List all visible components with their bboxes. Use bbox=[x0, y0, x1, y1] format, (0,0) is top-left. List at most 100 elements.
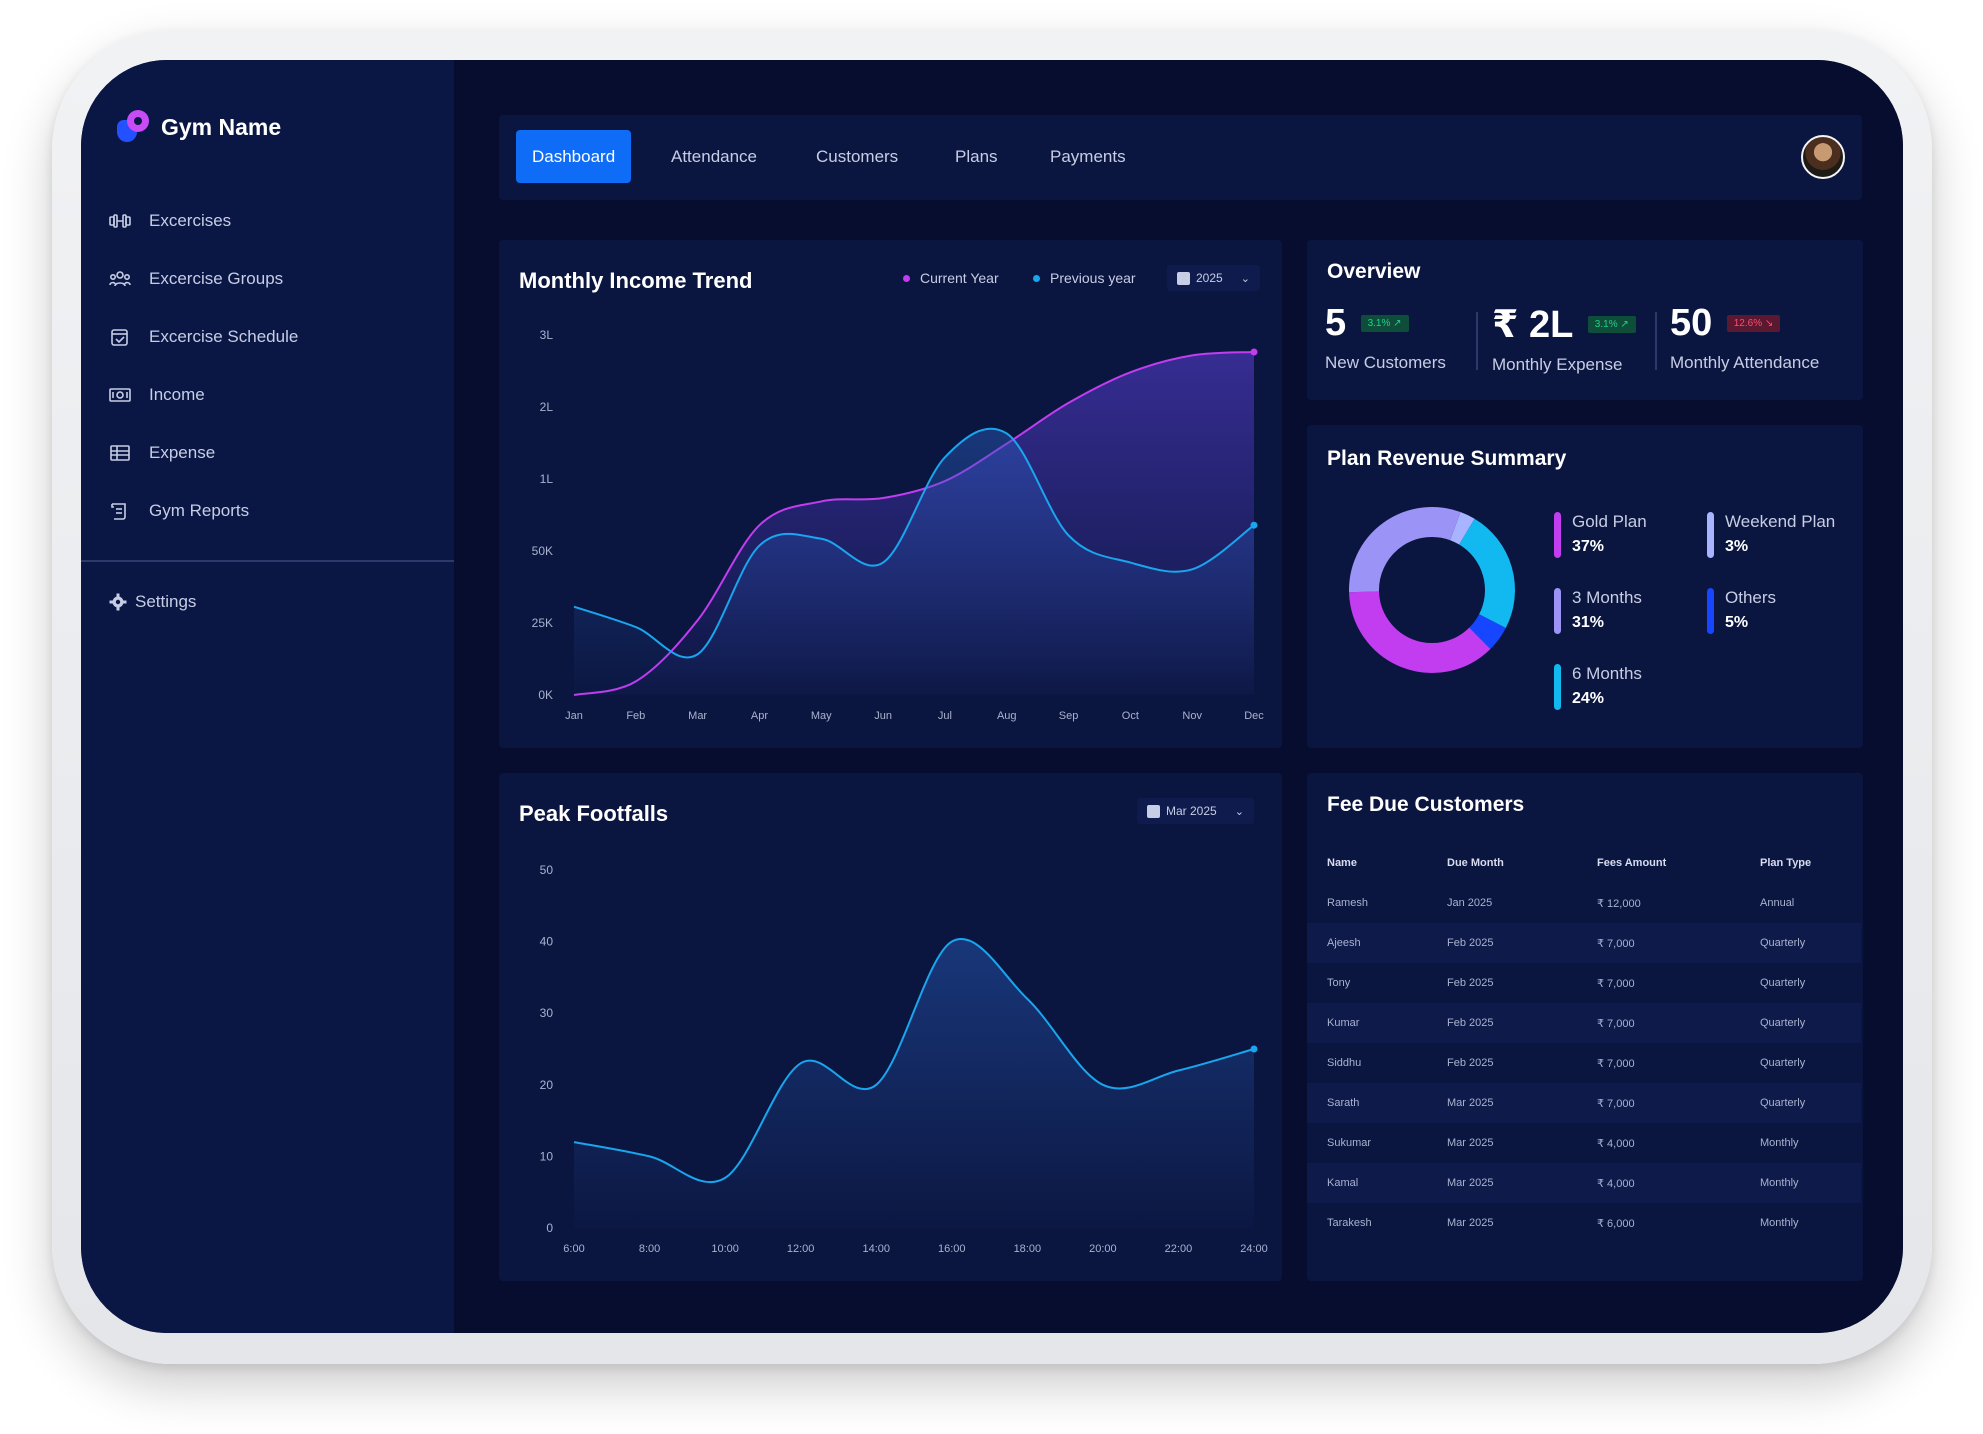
series-area bbox=[574, 428, 1254, 695]
stat-value: 50 bbox=[1670, 302, 1713, 344]
sidebar-item-gym-reports[interactable]: Gym Reports bbox=[109, 482, 298, 540]
donut-slice bbox=[1468, 613, 1506, 649]
table-row[interactable]: Tony Feb 2025 ₹ 7,000 Quarterly bbox=[1307, 963, 1861, 1003]
tab-attendance[interactable]: Attendance bbox=[671, 147, 758, 166]
sidebar-nav: Excercises Excercise Groups Excercise Sc… bbox=[109, 192, 298, 540]
table-header-row: Name Due Month Fees Amount Plan Type bbox=[1307, 843, 1861, 883]
table-row[interactable]: Tarakesh Mar 2025 ₹ 6,000 Monthly bbox=[1307, 1203, 1861, 1243]
year-select[interactable]: 2025 ⌄ bbox=[1167, 265, 1260, 291]
overview-card: Overview 5 3.1% ↗ New Customers ₹ 2L 3.1… bbox=[1307, 240, 1863, 400]
fee-due-title: Fee Due Customers bbox=[1327, 793, 1525, 816]
brand[interactable]: Gym Name bbox=[117, 110, 281, 144]
stat-value: 5 bbox=[1325, 302, 1347, 344]
avatar[interactable] bbox=[1801, 135, 1845, 179]
column-header: Due Month bbox=[1447, 857, 1504, 869]
sidebar-item-excercise-schedule[interactable]: Excercise Schedule bbox=[109, 308, 298, 366]
plan-color-bar bbox=[1707, 512, 1714, 558]
stat-label: Monthly Attendance bbox=[1670, 353, 1820, 372]
sidebar-item-excercise-groups[interactable]: Excercise Groups bbox=[109, 250, 298, 308]
stat-label: New Customers bbox=[1325, 353, 1446, 372]
sidebar-item-label: Excercise Groups bbox=[149, 269, 284, 288]
table-cell: Tarakesh bbox=[1327, 1217, 1372, 1229]
series-area bbox=[574, 938, 1254, 1228]
stat-divider bbox=[1476, 312, 1478, 370]
x-tick-label: May bbox=[811, 710, 832, 722]
plan-revenue-donut bbox=[1349, 507, 1515, 673]
table-cell: ₹ 7,000 bbox=[1597, 977, 1635, 990]
plan-pct: 3% bbox=[1725, 538, 1749, 555]
tab-dashboard[interactable]: Dashboard bbox=[516, 130, 632, 183]
stat-trend-badge: 3.1% ↗ bbox=[1360, 315, 1409, 332]
table-cell: Siddhu bbox=[1327, 1057, 1362, 1069]
x-tick-label: Sep bbox=[1059, 710, 1079, 722]
month-select[interactable]: Mar 2025 ⌄ bbox=[1137, 798, 1254, 824]
peak-footfalls-card: Peak Footfalls Mar 2025 ⌄ 0 10 20 30 40 50 6:0… bbox=[499, 773, 1282, 1281]
income-trend-title: Monthly Income Trend bbox=[519, 268, 753, 293]
table-cell: Kumar bbox=[1307, 1003, 1427, 1043]
sidebar: Gym Name Excercises Excercise Groups Exc… bbox=[81, 60, 459, 1333]
table-cell: Quarterly bbox=[1740, 1003, 1861, 1043]
plan-label: Gold Plan bbox=[1572, 512, 1647, 531]
sidebar-item-label: Gym Reports bbox=[149, 501, 250, 520]
table-row[interactable]: Ramesh Jan 2025 ₹ 12,000 Annual bbox=[1307, 883, 1861, 923]
table-cell: Jan 2025 bbox=[1447, 897, 1493, 909]
sidebar-item-label: Expense bbox=[149, 443, 216, 462]
table-row[interactable]: Ajeesh Feb 2025 ₹ 7,000 Quarterly bbox=[1307, 923, 1861, 963]
y-tick-label: 3L bbox=[540, 328, 554, 342]
x-tick-label: Feb bbox=[626, 710, 645, 722]
table-cell: Annual bbox=[1760, 897, 1795, 909]
table-row[interactable]: Sukumar Mar 2025 ₹ 4,000 Monthly bbox=[1307, 1123, 1861, 1163]
sidebar-item-expense[interactable]: Expense bbox=[109, 424, 298, 482]
sidebar-item-income[interactable]: Income bbox=[109, 366, 298, 424]
dumbbell-icon bbox=[109, 214, 131, 228]
table-cell: Ramesh bbox=[1327, 897, 1368, 909]
brand-logo-icon bbox=[117, 110, 151, 144]
plan-label: Weekend Plan bbox=[1725, 512, 1836, 531]
plan-revenue-title: Plan Revenue Summary bbox=[1327, 447, 1567, 470]
x-tick-label: Jun bbox=[874, 710, 892, 722]
legend-current-year[interactable]: Current Year bbox=[903, 270, 999, 286]
series-line bbox=[573, 427, 1255, 659]
plan-pct: 24% bbox=[1572, 690, 1605, 707]
stat-value: ₹ 2L bbox=[1492, 304, 1574, 346]
chevron-down-icon: ⌄ bbox=[1240, 272, 1250, 285]
table-cell: ₹ 7,000 bbox=[1577, 1003, 1740, 1043]
sidebar-item-excercises[interactable]: Excercises bbox=[109, 192, 298, 250]
sidebar-item-settings[interactable]: Settings bbox=[109, 592, 196, 612]
legend-previous-year[interactable]: Previous year bbox=[1033, 270, 1136, 286]
y-tick-label: 0K bbox=[538, 688, 553, 702]
gear-icon bbox=[109, 593, 127, 611]
table-row[interactable]: Sarath Mar 2025 ₹ 7,000 Quarterly bbox=[1307, 1083, 1861, 1123]
plan-weekend: Weekend Plan 3% bbox=[1707, 512, 1836, 558]
y-tick-label: 2L bbox=[540, 400, 554, 414]
donut-slice bbox=[1349, 507, 1461, 593]
sidebar-item-label: Income bbox=[149, 385, 205, 404]
table-cell: ₹ 7,000 bbox=[1577, 1083, 1740, 1123]
tab-customers[interactable]: Customers bbox=[816, 147, 899, 166]
tab-payments[interactable]: Payments bbox=[1050, 147, 1126, 166]
x-tick-label: 8:00 bbox=[639, 1243, 660, 1255]
table-cell: Quarterly bbox=[1740, 1083, 1861, 1123]
table-row[interactable]: Kumar Feb 2025 ₹ 7,000 Quarterly bbox=[1307, 1003, 1861, 1043]
x-tick-label: Oct bbox=[1122, 710, 1139, 722]
plan-label: 3 Months bbox=[1572, 588, 1642, 607]
tab-plans[interactable]: Plans bbox=[955, 147, 998, 166]
settings-label: Settings bbox=[135, 592, 197, 611]
table-cell: ₹ 7,000 bbox=[1577, 923, 1740, 963]
plan-pct: 5% bbox=[1725, 614, 1749, 631]
table-cell: Feb 2025 bbox=[1427, 1003, 1577, 1043]
income-trend-card: Monthly Income Trend Current Year Previo… bbox=[499, 240, 1282, 748]
calendar-check-icon bbox=[111, 329, 128, 346]
column-header: Name bbox=[1327, 857, 1357, 869]
table-cell: Ajeesh bbox=[1307, 923, 1427, 963]
table-row[interactable]: Siddhu Feb 2025 ₹ 7,000 Quarterly bbox=[1307, 1043, 1861, 1083]
peak-footfalls-chart: 0 10 20 30 40 50 6:00 8:00 10:00 12:00 14:00 16:00 1… bbox=[540, 863, 1268, 1255]
table-cell: ₹ 4,000 bbox=[1597, 1137, 1635, 1150]
x-tick-label: Aug bbox=[997, 710, 1017, 722]
series-line bbox=[573, 350, 1255, 696]
plan-3-months: 3 Months 31% bbox=[1554, 588, 1642, 634]
table-row[interactable]: Kamal Mar 2025 ₹ 4,000 Monthly bbox=[1307, 1163, 1861, 1203]
x-tick-label: 14:00 bbox=[862, 1243, 890, 1255]
stat-monthly-expense: ₹ 2L 3.1% ↗ Monthly Expense bbox=[1492, 302, 1636, 375]
fee-due-card: Fee Due Customers Name Due Month Fees Am… bbox=[1307, 773, 1863, 1281]
